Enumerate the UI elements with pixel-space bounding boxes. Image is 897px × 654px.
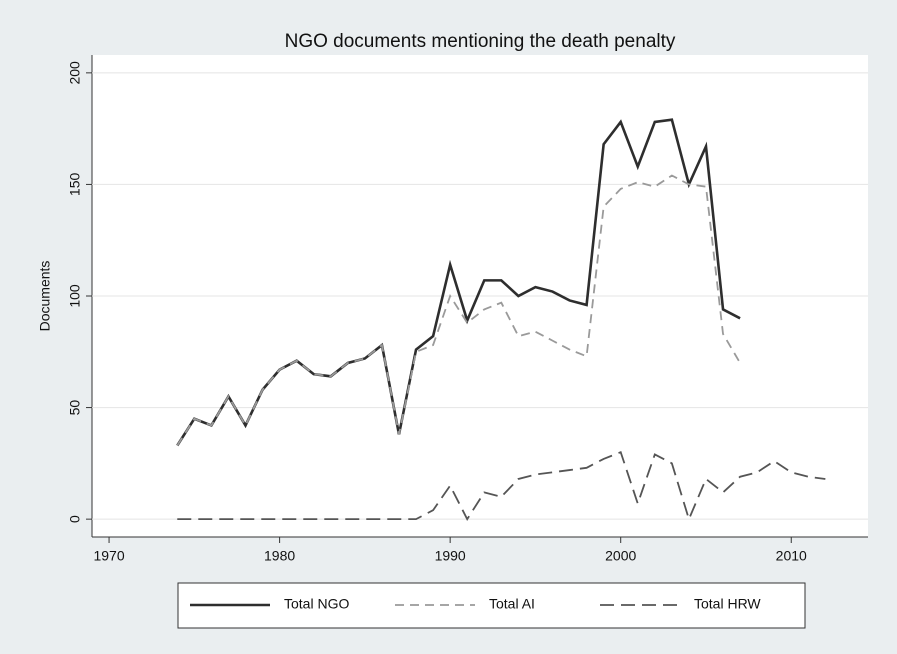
legend-label: Total HRW: [694, 596, 761, 612]
x-tick-label: 2000: [605, 548, 636, 564]
legend-label: Total NGO: [284, 596, 349, 612]
y-tick-label: 200: [67, 61, 83, 85]
x-tick-label: 1990: [435, 548, 466, 564]
y-tick-label: 0: [67, 515, 83, 523]
y-tick-label: 100: [67, 284, 83, 308]
x-tick-label: 2010: [776, 548, 807, 564]
legend-label: Total AI: [489, 596, 535, 612]
y-tick-label: 150: [67, 173, 83, 197]
legend: [177, 582, 806, 629]
chart-title: NGO documents mentioning the death penal…: [285, 31, 676, 52]
series-line: [177, 451, 826, 522]
x-tick-label: 1980: [264, 548, 295, 564]
y-tick-label: 50: [67, 400, 83, 416]
x-tick-label: 1970: [93, 548, 124, 564]
y-axis-label: Documents: [37, 261, 53, 332]
series-line: [176, 174, 741, 446]
